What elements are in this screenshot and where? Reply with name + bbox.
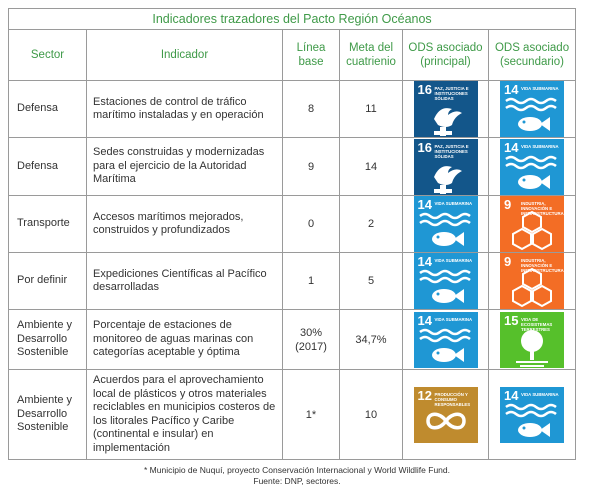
cell-ods-secundario: 9 INDUSTRIA, INNOVACIÓN E INFRAESTRUCTURA	[487, 195, 577, 253]
header-row: Sector Indicador Línea base Meta del cua…	[8, 29, 577, 81]
header-meta: Meta del cuatrienio	[339, 29, 403, 81]
ods-text: PAZ, JUSTICIA E INSTITUCIONES SÓLIDAS	[434, 86, 469, 101]
ods-text: VIDA SUBMARINA	[434, 201, 473, 206]
ods-14-badge-secundario: 14 VIDA SUBMARINA	[500, 81, 565, 137]
ods-text: INDUSTRIA, INNOVACIÓN E INFRAESTRUCTURA	[521, 201, 564, 216]
ods-number: 12	[417, 387, 432, 403]
cell-linea-base: 1	[282, 252, 340, 310]
cell-linea-base: 9	[282, 137, 340, 196]
cell-indicador: Estaciones de control de tráfico marítim…	[86, 80, 283, 138]
ods-14-badge-secundario: 14 VIDA SUBMARINA	[500, 138, 565, 195]
ods-text: VIDA DE ECOSISTEMAS TERRESTRES	[521, 316, 553, 332]
table-title: Indicadores trazadores del Pacto Región …	[7, 8, 577, 30]
ods-number: 15	[504, 312, 519, 328]
cell-linea-base: 0	[282, 195, 340, 253]
source-note: Fuente: DNP, sectores.	[253, 476, 341, 486]
ods-9-badge-secundario: 9 INDUSTRIA, INNOVACIÓN E INFRAESTRUCTURA	[500, 196, 565, 252]
header-linea-base: Línea base	[282, 29, 340, 81]
ods-text: VIDA SUBMARINA	[521, 86, 559, 91]
ods-15-badge-secundario: 15 VIDA DE ECOSISTEMAS TERRESTRES	[500, 311, 565, 368]
cell-indicador: Expediciones Científicas al Pacífico des…	[86, 252, 283, 310]
ods-number: 14	[504, 82, 519, 97]
cell-ods-principal: 16 PAZ, JUSTICIA E INSTITUCIONES SÓLIDAS	[402, 137, 489, 196]
ods-text: VIDA SUBMARINA	[434, 316, 473, 322]
ods-number: 14	[504, 139, 519, 155]
cell-sector: Transporte	[8, 195, 87, 253]
header-ods-principal: ODS asociado (principal)	[402, 29, 489, 81]
cell-sector: Defensa	[8, 80, 87, 138]
cell-ods-principal: 12 PRODUCCIÓN Y CONSUMO RESPONSABLES	[402, 369, 489, 460]
ods-number: 16	[417, 82, 432, 97]
cell-indicador: Acuerdos para el aprovechamiento local d…	[86, 369, 283, 460]
cell-ods-secundario: 9 INDUSTRIA, INNOVACIÓN E INFRAESTRUCTURA	[487, 252, 577, 310]
footnote: * Municipio de Nuquí, proyecto Conservac…	[144, 465, 450, 475]
cell-indicador: Accesos marítimos mejorados, construidos…	[86, 195, 283, 253]
cell-linea-base: 8	[282, 80, 340, 138]
header-ods-secundario: ODS asociado (secundario)	[487, 29, 577, 81]
ods-number: 14	[417, 254, 432, 269]
ods-12-badge-principal: 12 PRODUCCIÓN Y CONSUMO RESPONSABLES	[413, 386, 478, 443]
table-row: Defensa Sedes construidas y modernizadas …	[8, 137, 577, 196]
cell-indicador: Sedes construidas y modernizadas para el…	[86, 137, 283, 196]
cell-meta: 11	[339, 80, 403, 138]
ods-16-badge-principal: 16 PAZ, JUSTICIA E INSTITUCIONES SÓLIDAS	[413, 81, 478, 137]
cell-sector: Defensa	[8, 137, 87, 196]
ods-9-badge-secundario: 9 INDUSTRIA, INNOVACIÓN E INFRAESTRUCTURA	[500, 253, 565, 309]
cell-meta: 10	[339, 369, 403, 460]
cell-ods-secundario: 14 VIDA SUBMARINA	[487, 80, 577, 138]
cell-ods-secundario: 14 VIDA SUBMARINA	[487, 137, 577, 196]
cell-ods-principal: 16 PAZ, JUSTICIA E INSTITUCIONES SÓLIDAS	[402, 80, 489, 138]
ods-14-badge-principal: 14 VIDA SUBMARINA	[413, 311, 478, 368]
cell-ods-secundario: 14 VIDA SUBMARINA	[487, 369, 577, 460]
ods-number: 16	[417, 139, 432, 155]
table-row: Defensa Estaciones de control de tráfico …	[8, 80, 577, 138]
ods-text: PAZ, JUSTICIA E INSTITUCIONES SÓLIDAS	[434, 143, 469, 159]
table-row: Ambiente y Desarrollo Sostenible Porcenta…	[8, 309, 577, 370]
table-row: Por definir Expediciones Científicas al P…	[8, 252, 577, 310]
cell-ods-secundario: 15 VIDA DE ECOSISTEMAS TERRESTRES	[487, 309, 577, 370]
cell-meta: 34,7%	[339, 309, 403, 370]
header-indicador: Indicador	[86, 29, 283, 81]
ods-number: 9	[504, 197, 512, 212]
cell-indicador: Porcentaje de estaciones de monitoreo de…	[86, 309, 283, 370]
ods-14-badge-secundario: 14 VIDA SUBMARINA	[500, 386, 565, 443]
cell-sector: Ambiente y Desarrollo Sostenible	[8, 369, 87, 460]
cell-meta: 5	[339, 252, 403, 310]
table-row: Ambiente y Desarrollo Sostenible Acuerdos…	[8, 369, 577, 460]
table-row: Transporte Accesos marítimos mejorados, c…	[8, 195, 577, 253]
cell-ods-principal: 14 VIDA SUBMARINA	[402, 252, 489, 310]
cell-linea-base: 30% (2017)	[282, 309, 340, 370]
cell-linea-base: 1*	[282, 369, 340, 460]
ods-text: INDUSTRIA, INNOVACIÓN E INFRAESTRUCTURA	[521, 258, 564, 273]
cell-sector: Ambiente y Desarrollo Sostenible	[8, 309, 87, 370]
cell-sector: Por definir	[8, 252, 87, 310]
cell-meta: 2	[339, 195, 403, 253]
ods-14-badge-principal: 14 VIDA SUBMARINA	[413, 253, 478, 309]
ods-text: VIDA SUBMARINA	[521, 143, 559, 149]
cell-meta: 14	[339, 137, 403, 196]
header-sector: Sector	[8, 29, 87, 81]
ods-text: PRODUCCIÓN Y CONSUMO RESPONSABLES	[434, 391, 471, 407]
ods-16-badge-principal: 16 PAZ, JUSTICIA E INSTITUCIONES SÓLIDAS	[413, 138, 478, 195]
ods-text: VIDA SUBMARINA	[434, 258, 473, 263]
ods-number: 14	[504, 387, 519, 403]
ods-text: VIDA SUBMARINA	[521, 391, 559, 397]
ods-14-badge-principal: 14 VIDA SUBMARINA	[413, 196, 478, 252]
ods-number: 9	[504, 254, 512, 269]
ods-number: 14	[417, 312, 432, 328]
ods-number: 14	[417, 197, 432, 212]
indicators-table: Indicadores trazadores del Pacto Región …	[7, 8, 577, 460]
cell-ods-principal: 14 VIDA SUBMARINA	[402, 195, 489, 253]
cell-ods-principal: 14 VIDA SUBMARINA	[402, 309, 489, 370]
